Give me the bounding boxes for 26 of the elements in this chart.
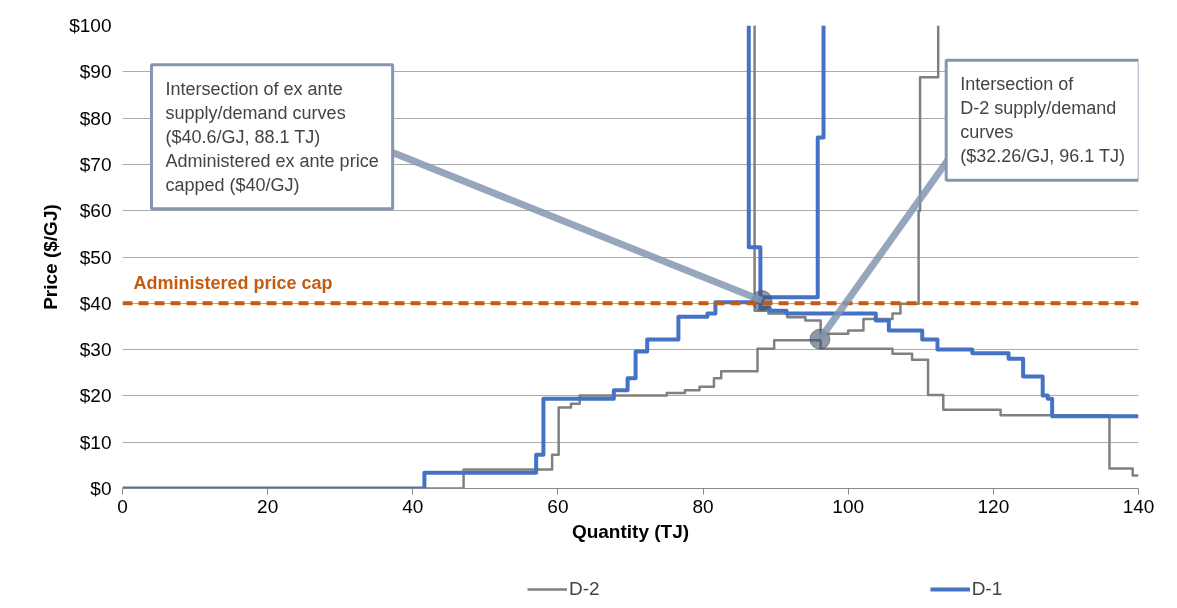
y-tick-label: $40	[79, 292, 112, 314]
annotation: Intersection of D-2 supply/demand curves ($32.26/GJ, 96.1 TJ)	[960, 74, 1125, 167]
y-tick-label: $10	[79, 431, 112, 453]
x-tick-label: 140	[1122, 495, 1155, 517]
x-tick-label: 40	[402, 495, 424, 517]
x-tick-label: 80	[692, 495, 714, 517]
y-axis-title: Price ($/GJ)	[40, 204, 62, 310]
y-tick-label: $60	[79, 200, 112, 222]
y-tick-label: $20	[79, 385, 112, 407]
x-tick-label: 20	[257, 495, 279, 517]
y-tick-label: $90	[79, 61, 112, 83]
y-tick-label: $70	[79, 153, 112, 175]
legend-label: D-2	[569, 578, 600, 600]
y-tick-label: $100	[69, 15, 112, 36]
y-tick-label: $0	[90, 478, 112, 499]
y-tick-label: $50	[79, 246, 112, 268]
x-tick-label: 100	[832, 495, 865, 517]
x-tick-label: 60	[547, 495, 569, 517]
ref-line-label: Administered price cap	[133, 273, 333, 294]
y-tick-label: $30	[79, 339, 112, 361]
x-tick-label: 120	[977, 495, 1010, 517]
y-tick-label: $80	[79, 107, 112, 129]
annotation: Intersection of ex ante supply/demand curves ($40.6/GJ, 88.1 TJ) Administered ex ante price capped ($40/GJ)	[165, 78, 379, 195]
x-tick-label: 0	[117, 495, 128, 517]
legend-label: D-1	[971, 578, 1003, 600]
x-axis-title: Quantity (TJ)	[571, 520, 690, 542]
